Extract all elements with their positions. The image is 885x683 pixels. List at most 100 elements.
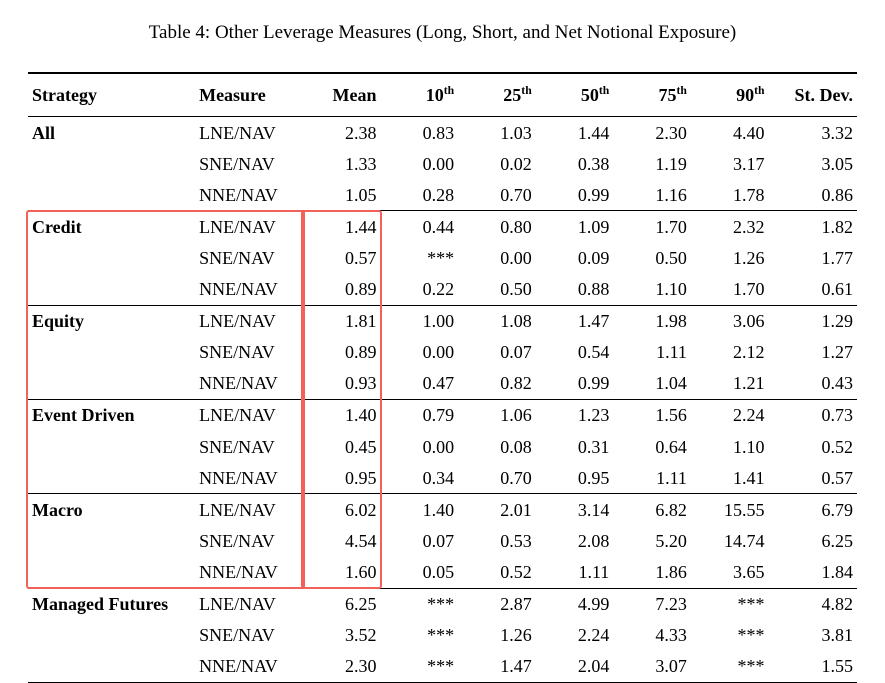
cell-p25: 2.87 xyxy=(458,588,536,620)
cell-stdev: 1.84 xyxy=(769,556,857,588)
cell-measure: LNE/NAV xyxy=(195,494,303,526)
cell-p10: 0.79 xyxy=(380,399,458,431)
cell-p75: 1.86 xyxy=(613,556,691,588)
cell-measure: NNE/NAV xyxy=(195,179,303,211)
cell-p25: 0.07 xyxy=(458,337,536,368)
cell-measure: NNE/NAV xyxy=(195,556,303,588)
table-row: SNE/NAV1.330.000.020.381.193.173.05 xyxy=(28,148,857,179)
cell-p90: 2.32 xyxy=(691,211,769,243)
cell-strategy xyxy=(28,462,195,494)
cell-p75: 1.10 xyxy=(613,274,691,306)
cell-p90: 3.17 xyxy=(691,148,769,179)
cell-measure: NNE/NAV xyxy=(195,651,303,683)
cell-p25: 0.02 xyxy=(458,148,536,179)
cell-p50: 1.44 xyxy=(536,117,614,149)
cell-measure: LNE/NAV xyxy=(195,117,303,149)
cell-p50: 1.47 xyxy=(536,305,614,337)
cell-p10: 1.00 xyxy=(380,305,458,337)
cell-p10: 0.83 xyxy=(380,117,458,149)
cell-p50: 2.04 xyxy=(536,651,614,683)
cell-p90: 1.70 xyxy=(691,274,769,306)
cell-strategy xyxy=(28,620,195,651)
cell-mean: 0.57 xyxy=(303,242,381,273)
cell-p10: *** xyxy=(380,588,458,620)
cell-p50: 0.54 xyxy=(536,337,614,368)
cell-strategy: Event Driven xyxy=(28,399,195,431)
cell-mean: 2.38 xyxy=(303,117,381,149)
table-caption: Table 4: Other Leverage Measures (Long, … xyxy=(28,22,857,44)
cell-p50: 0.31 xyxy=(536,431,614,462)
cell-p75: 1.11 xyxy=(613,462,691,494)
cell-strategy xyxy=(28,431,195,462)
cell-measure: SNE/NAV xyxy=(195,148,303,179)
cell-p75: 1.11 xyxy=(613,337,691,368)
col-header-stdev: St. Dev. xyxy=(769,73,857,117)
cell-strategy xyxy=(28,525,195,556)
cell-p25: 0.08 xyxy=(458,431,536,462)
cell-mean: 6.02 xyxy=(303,494,381,526)
cell-p50: 1.11 xyxy=(536,556,614,588)
table-row: AllLNE/NAV2.380.831.031.442.304.403.32 xyxy=(28,117,857,149)
cell-p10: 1.40 xyxy=(380,494,458,526)
cell-mean: 0.89 xyxy=(303,274,381,306)
cell-p90: 2.12 xyxy=(691,337,769,368)
cell-p25: 0.82 xyxy=(458,368,536,400)
cell-p90: *** xyxy=(691,651,769,683)
cell-strategy xyxy=(28,179,195,211)
table-row: EquityLNE/NAV1.811.001.081.471.983.061.2… xyxy=(28,305,857,337)
cell-strategy xyxy=(28,651,195,683)
col-header-strategy: Strategy xyxy=(28,73,195,117)
table-row: NNE/NAV0.890.220.500.881.101.700.61 xyxy=(28,274,857,306)
cell-measure: LNE/NAV xyxy=(195,305,303,337)
cell-p75: 6.82 xyxy=(613,494,691,526)
cell-p90: 3.06 xyxy=(691,305,769,337)
cell-p25: 0.53 xyxy=(458,525,536,556)
cell-p75: 1.19 xyxy=(613,148,691,179)
cell-p50: 0.99 xyxy=(536,179,614,211)
cell-p50: 0.88 xyxy=(536,274,614,306)
cell-stdev: 1.55 xyxy=(769,651,857,683)
cell-p90: 1.10 xyxy=(691,431,769,462)
cell-stdev: 0.73 xyxy=(769,399,857,431)
cell-mean: 4.54 xyxy=(303,525,381,556)
cell-p75: 5.20 xyxy=(613,525,691,556)
cell-measure: LNE/NAV xyxy=(195,211,303,243)
cell-mean: 1.44 xyxy=(303,211,381,243)
table-row: NNE/NAV1.600.050.521.111.863.651.84 xyxy=(28,556,857,588)
cell-p25: 0.52 xyxy=(458,556,536,588)
cell-p90: *** xyxy=(691,588,769,620)
cell-stdev: 0.43 xyxy=(769,368,857,400)
cell-p90: 1.21 xyxy=(691,368,769,400)
cell-strategy: Managed Futures xyxy=(28,588,195,620)
table-row: SNE/NAV0.450.000.080.310.641.100.52 xyxy=(28,431,857,462)
cell-stdev: 0.52 xyxy=(769,431,857,462)
cell-p10: 0.00 xyxy=(380,431,458,462)
cell-stdev: 3.81 xyxy=(769,620,857,651)
table-row: SNE/NAV0.57***0.000.090.501.261.77 xyxy=(28,242,857,273)
cell-stdev: 1.27 xyxy=(769,337,857,368)
cell-mean: 0.93 xyxy=(303,368,381,400)
col-header-p25: 25th xyxy=(458,73,536,117)
cell-strategy xyxy=(28,368,195,400)
cell-p50: 0.09 xyxy=(536,242,614,273)
cell-mean: 1.60 xyxy=(303,556,381,588)
col-header-p75: 75th xyxy=(613,73,691,117)
cell-stdev: 6.25 xyxy=(769,525,857,556)
cell-measure: NNE/NAV xyxy=(195,368,303,400)
cell-p10: 0.44 xyxy=(380,211,458,243)
cell-measure: NNE/NAV xyxy=(195,462,303,494)
table-body: AllLNE/NAV2.380.831.031.442.304.403.32SN… xyxy=(28,117,857,683)
cell-measure: NNE/NAV xyxy=(195,274,303,306)
cell-mean: 0.89 xyxy=(303,337,381,368)
table-row: SNE/NAV4.540.070.532.085.2014.746.25 xyxy=(28,525,857,556)
cell-mean: 1.05 xyxy=(303,179,381,211)
cell-p75: 4.33 xyxy=(613,620,691,651)
table-row: Event DrivenLNE/NAV1.400.791.061.231.562… xyxy=(28,399,857,431)
table-row: SNE/NAV3.52***1.262.244.33***3.81 xyxy=(28,620,857,651)
cell-mean: 1.40 xyxy=(303,399,381,431)
table-row: NNE/NAV2.30***1.472.043.07***1.55 xyxy=(28,651,857,683)
table-row: NNE/NAV1.050.280.700.991.161.780.86 xyxy=(28,179,857,211)
leverage-table: StrategyMeasureMean10th25th50th75th90thS… xyxy=(28,72,857,683)
cell-p50: 4.99 xyxy=(536,588,614,620)
cell-p10: 0.00 xyxy=(380,148,458,179)
